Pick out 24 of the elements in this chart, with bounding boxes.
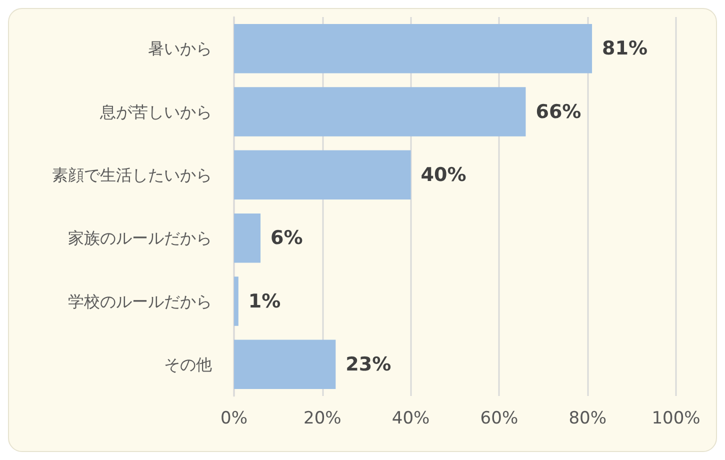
y-tick-label: 学校のルールだから	[68, 292, 212, 311]
bar	[234, 24, 592, 74]
bar	[234, 340, 336, 390]
y-tick-label: 息が苦しいから	[99, 102, 212, 122]
y-tick-label: 素顔で生活したいから	[52, 165, 212, 184]
x-tick-label: 40%	[392, 408, 430, 428]
y-tick-label: その他	[164, 354, 212, 374]
y-tick-label: 家族のルールだから	[68, 228, 212, 248]
bar	[234, 87, 526, 136]
x-tick-label: 100%	[652, 408, 700, 428]
bar	[234, 276, 238, 326]
data-label: 6%	[270, 227, 303, 250]
data-label: 1%	[248, 290, 281, 312]
data-label: 23%	[346, 353, 392, 376]
data-label: 81%	[602, 38, 648, 60]
data-label: 66%	[536, 100, 582, 123]
y-tick-label: 暑いから	[148, 39, 212, 58]
x-tick-label: 20%	[304, 408, 342, 428]
x-tick-label: 60%	[480, 408, 518, 428]
x-tick-label: 0%	[220, 408, 248, 428]
bar	[234, 213, 261, 263]
bar	[234, 150, 411, 200]
data-label: 40%	[420, 164, 466, 186]
x-tick-label: 80%	[568, 408, 606, 428]
